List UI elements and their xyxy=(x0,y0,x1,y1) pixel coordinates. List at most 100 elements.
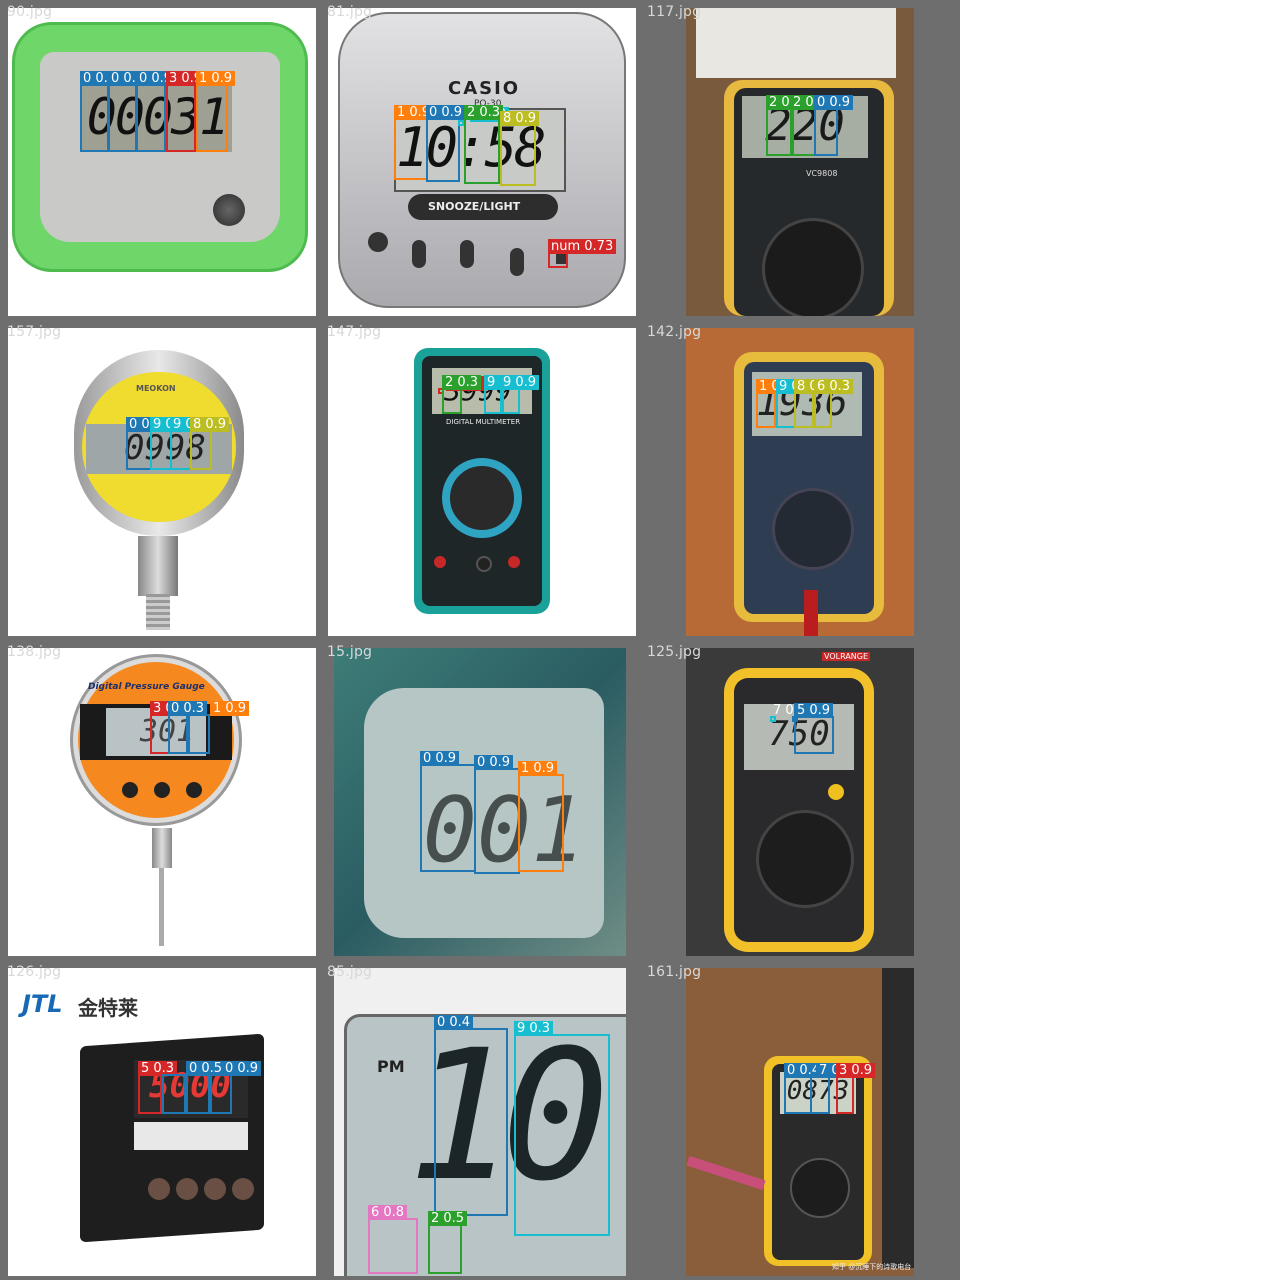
detection-box: 9 0.9 xyxy=(170,417,210,470)
filename-label: 161.jpg xyxy=(647,964,702,980)
test-lead xyxy=(686,1155,766,1191)
mode-button xyxy=(368,232,388,252)
jack xyxy=(508,556,520,568)
jack xyxy=(434,556,446,568)
test-lead xyxy=(804,590,818,636)
key-button xyxy=(232,1178,254,1200)
detection-box: 9 0.9 xyxy=(150,417,190,470)
reset-button xyxy=(213,194,245,226)
lcd-digits: 10:58 xyxy=(396,116,547,179)
detection-box: 1 0.9 xyxy=(394,105,434,180)
photo: CASIO PQ-30 10:58 SNOOZE/LIGHT xyxy=(328,8,636,316)
detection-box: 9 0.3 xyxy=(514,1021,610,1236)
lcd-digits: 0998 xyxy=(124,428,206,468)
tile-pressure-gauge-meokon: 157.jpg MEOKON 0998 0 0.3 9 0.9 9 0.9 8 … xyxy=(4,324,320,640)
brand-text: MEOKON xyxy=(136,384,176,393)
filename-label: 117.jpg xyxy=(647,4,702,20)
range-dial xyxy=(442,458,522,538)
filename-label: 81.jpg xyxy=(327,4,373,20)
photo: PM 10:5 xyxy=(334,968,626,1276)
yellow-button xyxy=(828,784,844,800)
filename-label: 15.jpg xyxy=(327,644,373,660)
photo: Digital Pressure Gauge 301 xyxy=(8,648,316,956)
brand-text: CASIO xyxy=(448,78,521,99)
photo: JTL 金特莱 5000 xyxy=(8,968,316,1276)
photo: 001 xyxy=(334,648,626,956)
tile-panel-meter-jtl: 126.jpg JTL 金特莱 5000 5 0.3 0 0.5 0 0.9 0… xyxy=(4,964,320,1280)
brand-text: 金特莱 xyxy=(78,996,138,1020)
detection-box: 8 0.3 xyxy=(794,379,834,428)
lcd-screen: 220 xyxy=(742,96,868,158)
detection-box: 5 0.9 xyxy=(794,703,834,754)
model-text: DIGITAL MULTIMETER xyxy=(446,418,521,426)
switch xyxy=(510,248,524,276)
filename-label: 90.jpg xyxy=(7,4,53,20)
background-device xyxy=(882,968,914,1268)
detection-box: 6 0.8 xyxy=(368,1205,418,1274)
detection-box: 8 0.9 xyxy=(190,417,230,470)
detection-box: 9 0.9 xyxy=(500,375,540,414)
detection-box: 0 0.4 xyxy=(434,1015,508,1216)
filename-label: 126.jpg xyxy=(7,964,62,980)
filename-label: 147.jpg xyxy=(327,324,382,340)
detection-box: 2 0.3 xyxy=(464,105,504,184)
detection-box: 2 0.5 xyxy=(428,1211,468,1274)
brand-text: VOLRANGE xyxy=(822,652,871,661)
detection-box: 3 0.9 xyxy=(150,701,190,754)
detection-box: 0 0.9 xyxy=(426,105,466,182)
brand-text: Digital Pressure Gauge xyxy=(88,682,205,692)
photo: 1936 xyxy=(686,328,914,636)
tile-multimeter-blue: 142.jpg 1936 1 0.9 9 0.3 8 0.3 6 0.3 xyxy=(644,324,960,640)
lcd-digits: 0873 xyxy=(786,1076,850,1106)
photo: 00031 xyxy=(8,8,316,316)
rotary-knob xyxy=(762,218,864,316)
detection-box: num 0.73 xyxy=(548,239,617,268)
detection-box: 0 0.9 xyxy=(474,755,520,874)
detection-box: 7 0.4 xyxy=(810,1063,856,1114)
detection-box: 9 0.3 xyxy=(776,379,816,428)
photo: VOLRANGE 750 xyxy=(686,648,914,956)
tile-multimeter-watermark: 161.jpg 0873 知乎 @沉睡下的诗歌电台 0 0.4 7 0.4 3 … xyxy=(644,964,960,1280)
detection-box: 2 0.9 xyxy=(790,95,830,156)
filename-label: 142.jpg xyxy=(647,324,702,340)
model-text: PQ-30 xyxy=(474,99,502,109)
snooze-bar: SNOOZE/LIGHT xyxy=(408,194,558,220)
photo: 0873 知乎 @沉睡下的诗歌电台 xyxy=(686,968,914,1276)
detection-box: 0 0.3 xyxy=(126,417,166,470)
tile-multimeter-vc9808: 117.jpg 220 VC9808 2 0.9 2 0.9 0 0.9 xyxy=(644,4,960,320)
lcd-digits: 00031 xyxy=(86,88,230,146)
filename-label: 138.jpg xyxy=(7,644,62,660)
lcd-screen: PM 10:5 xyxy=(344,1014,626,1276)
lcd-screen: 001 xyxy=(364,688,604,938)
photo: MEOKON 0998 xyxy=(8,328,316,636)
detection-box: 1 0.9 xyxy=(518,761,564,872)
light-button xyxy=(154,782,170,798)
detection-box: 0 0.4 xyxy=(784,1063,824,1114)
key-button xyxy=(148,1178,170,1200)
thread xyxy=(146,594,170,630)
tile-pedometer: 90.jpg 00031 0 0.9 0 0.9 0 0.9 3 0.9 1 0… xyxy=(4,4,320,320)
tile-digital-multimeter: 147.jpg 3999 DIGITAL MULTIMETER 3 0.3 2 … xyxy=(324,324,640,640)
detection-box: 0 0.9 xyxy=(80,71,120,152)
tile-digital-pressure-gauge: 138.jpg Digital Pressure Gauge 301 3 0.9… xyxy=(4,644,320,960)
switch xyxy=(460,240,474,268)
label-plate xyxy=(134,1122,248,1150)
detection-box: 0 0.9 xyxy=(108,71,148,152)
detection-box: 0 0.5 xyxy=(186,1061,226,1114)
switch xyxy=(412,240,426,268)
detection-box: 6 0.3 xyxy=(814,379,854,428)
filename-label: 85.jpg xyxy=(327,964,373,980)
probe xyxy=(159,868,164,946)
lcd-digits: 301 xyxy=(139,714,195,749)
tile-casio-clock: 81.jpg CASIO PQ-30 10:58 SNOOZE/LIGHT 1 … xyxy=(324,4,640,320)
power-button xyxy=(122,782,138,798)
fitting xyxy=(138,536,178,596)
key-button xyxy=(204,1178,226,1200)
power-strip xyxy=(696,8,896,78)
brand-logo: JTL xyxy=(22,990,63,1018)
tile-blurry-lcd: 15.jpg 001 0 0.9 0 0.9 1 0.9 xyxy=(324,644,640,960)
rotary-knob xyxy=(790,1158,850,1218)
detection-box: 1 0.9 xyxy=(196,71,236,152)
filename-label: 157.jpg xyxy=(7,324,62,340)
detection-box: 0 0.9 xyxy=(162,1074,186,1114)
